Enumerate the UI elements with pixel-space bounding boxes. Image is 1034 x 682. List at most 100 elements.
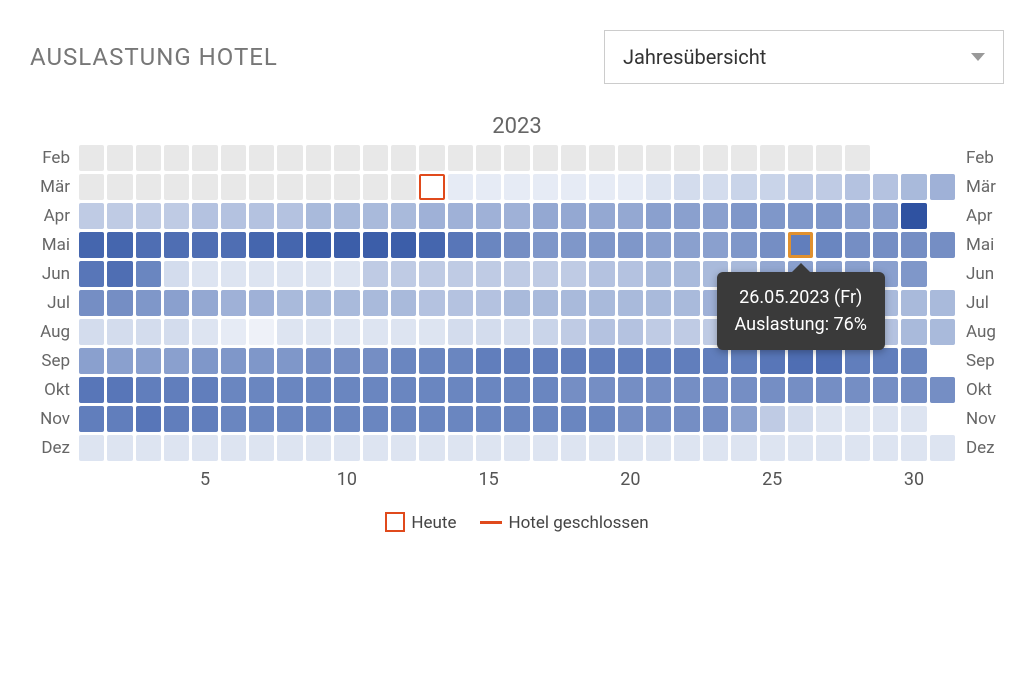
heatmap-cell[interactable] <box>930 435 955 461</box>
heatmap-cell[interactable] <box>306 232 331 258</box>
heatmap-cell[interactable] <box>277 406 302 432</box>
heatmap-cell[interactable] <box>136 348 161 374</box>
heatmap-cell[interactable] <box>561 145 586 171</box>
heatmap-cell[interactable] <box>533 435 558 461</box>
heatmap-cell[interactable] <box>107 261 132 287</box>
heatmap-cell[interactable] <box>816 406 841 432</box>
heatmap-cell[interactable] <box>448 261 473 287</box>
heatmap-cell[interactable] <box>164 174 189 200</box>
heatmap-cell[interactable] <box>731 145 756 171</box>
heatmap-cell[interactable] <box>476 174 501 200</box>
heatmap-cell[interactable] <box>192 290 217 316</box>
heatmap-cell[interactable] <box>79 435 104 461</box>
heatmap-cell[interactable] <box>419 406 444 432</box>
heatmap-cell[interactable] <box>873 348 898 374</box>
heatmap-cell[interactable] <box>646 377 671 403</box>
heatmap-cell[interactable] <box>306 348 331 374</box>
heatmap-cell[interactable] <box>533 261 558 287</box>
heatmap-cell[interactable] <box>561 377 586 403</box>
heatmap-cell[interactable] <box>930 290 955 316</box>
heatmap-cell[interactable] <box>476 435 501 461</box>
heatmap-cell[interactable] <box>731 203 756 229</box>
heatmap-cell[interactable] <box>164 145 189 171</box>
heatmap-cell[interactable] <box>873 203 898 229</box>
heatmap-cell[interactable] <box>391 174 416 200</box>
heatmap-cell[interactable] <box>136 174 161 200</box>
heatmap-cell[interactable] <box>703 174 728 200</box>
heatmap-cell[interactable] <box>901 435 926 461</box>
heatmap-cell[interactable] <box>873 406 898 432</box>
heatmap-cell[interactable] <box>192 348 217 374</box>
heatmap-cell[interactable] <box>391 145 416 171</box>
heatmap-cell[interactable] <box>788 145 813 171</box>
heatmap-cell[interactable] <box>618 203 643 229</box>
heatmap-cell[interactable] <box>646 145 671 171</box>
heatmap-cell[interactable] <box>589 145 614 171</box>
heatmap-cell[interactable] <box>618 319 643 345</box>
heatmap-cell[interactable] <box>363 319 388 345</box>
heatmap-cell[interactable] <box>845 203 870 229</box>
heatmap-cell[interactable] <box>533 145 558 171</box>
heatmap-cell[interactable] <box>221 348 246 374</box>
heatmap-cell[interactable] <box>816 377 841 403</box>
heatmap-cell[interactable] <box>136 290 161 316</box>
heatmap-cell[interactable] <box>391 377 416 403</box>
heatmap-cell[interactable] <box>845 377 870 403</box>
heatmap-cell[interactable] <box>277 174 302 200</box>
heatmap-cell[interactable] <box>277 290 302 316</box>
heatmap-cell[interactable] <box>136 203 161 229</box>
heatmap-cell[interactable] <box>504 232 529 258</box>
heatmap-cell[interactable] <box>646 319 671 345</box>
heatmap-cell[interactable] <box>674 406 699 432</box>
heatmap-cell[interactable] <box>561 435 586 461</box>
heatmap-cell[interactable] <box>419 377 444 403</box>
heatmap-cell[interactable] <box>674 348 699 374</box>
heatmap-cell[interactable] <box>646 232 671 258</box>
heatmap-cell[interactable] <box>930 232 955 258</box>
heatmap-cell[interactable] <box>277 232 302 258</box>
heatmap-cell[interactable] <box>306 377 331 403</box>
heatmap-cell[interactable] <box>816 348 841 374</box>
heatmap-cell[interactable] <box>136 319 161 345</box>
heatmap-cell[interactable] <box>646 261 671 287</box>
heatmap-cell[interactable] <box>703 406 728 432</box>
heatmap-cell[interactable] <box>448 174 473 200</box>
heatmap-cell[interactable] <box>107 348 132 374</box>
heatmap-cell[interactable] <box>589 290 614 316</box>
heatmap-cell[interactable] <box>249 348 274 374</box>
heatmap-cell[interactable] <box>533 406 558 432</box>
heatmap-cell[interactable] <box>845 348 870 374</box>
heatmap-cell[interactable] <box>192 377 217 403</box>
heatmap-cell[interactable] <box>873 435 898 461</box>
heatmap-cell[interactable] <box>136 232 161 258</box>
heatmap-cell[interactable] <box>561 261 586 287</box>
heatmap-cell[interactable] <box>306 174 331 200</box>
heatmap-cell[interactable] <box>618 232 643 258</box>
heatmap-cell[interactable] <box>930 377 955 403</box>
heatmap-cell[interactable] <box>419 290 444 316</box>
heatmap-cell[interactable] <box>561 174 586 200</box>
view-selector[interactable]: Jahresübersicht <box>604 30 1004 84</box>
heatmap-cell[interactable] <box>618 145 643 171</box>
heatmap-cell[interactable] <box>221 145 246 171</box>
heatmap-cell[interactable] <box>504 174 529 200</box>
heatmap-cell[interactable] <box>646 435 671 461</box>
heatmap-cell[interactable] <box>363 174 388 200</box>
heatmap-cell[interactable] <box>589 232 614 258</box>
heatmap-cell[interactable] <box>334 435 359 461</box>
heatmap-cell[interactable] <box>107 435 132 461</box>
heatmap-cell[interactable] <box>533 232 558 258</box>
heatmap-cell[interactable] <box>192 319 217 345</box>
heatmap-cell[interactable] <box>221 319 246 345</box>
heatmap-cell[interactable] <box>419 348 444 374</box>
heatmap-cell[interactable] <box>306 145 331 171</box>
heatmap-cell[interactable] <box>845 406 870 432</box>
heatmap-cell[interactable] <box>107 174 132 200</box>
heatmap-cell[interactable] <box>79 232 104 258</box>
heatmap-cell[interactable] <box>221 377 246 403</box>
heatmap-cell[interactable] <box>788 377 813 403</box>
heatmap-cell[interactable] <box>363 261 388 287</box>
heatmap-cell[interactable] <box>448 377 473 403</box>
heatmap-cell[interactable] <box>107 232 132 258</box>
heatmap-cell[interactable] <box>448 348 473 374</box>
